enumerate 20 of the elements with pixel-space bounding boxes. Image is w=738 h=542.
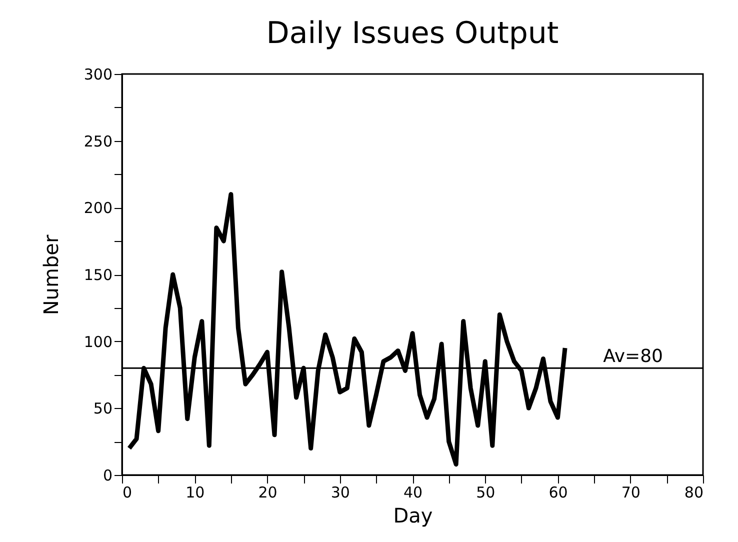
x-tick-label: 30 xyxy=(330,484,350,502)
y-tick-label: 250 xyxy=(84,132,112,150)
x-tick-label: 50 xyxy=(476,484,496,502)
chart-title: Daily Issues Output xyxy=(266,16,559,51)
x-tick-label: 0 xyxy=(122,484,132,502)
x-tick-label: 70 xyxy=(621,484,640,502)
y-tick-label: 150 xyxy=(84,266,112,284)
y-tick-label: 50 xyxy=(93,400,112,418)
y-tick-label: 0 xyxy=(102,466,112,484)
y-tick-label: 200 xyxy=(84,199,112,218)
x-tick-label: 10 xyxy=(186,484,205,502)
x-tick-label: 20 xyxy=(258,484,278,502)
x-tick-label: 80 xyxy=(684,484,704,502)
y-tick-label: 100 xyxy=(84,332,112,351)
y-tick-label: 300 xyxy=(84,66,112,84)
x-tick-label: 40 xyxy=(403,484,423,502)
y-axis-title: Number xyxy=(38,234,63,316)
ref-line-label: Av=80 xyxy=(603,346,663,368)
x-axis-title: Day xyxy=(393,504,433,528)
x-tick-label: 60 xyxy=(548,484,568,502)
